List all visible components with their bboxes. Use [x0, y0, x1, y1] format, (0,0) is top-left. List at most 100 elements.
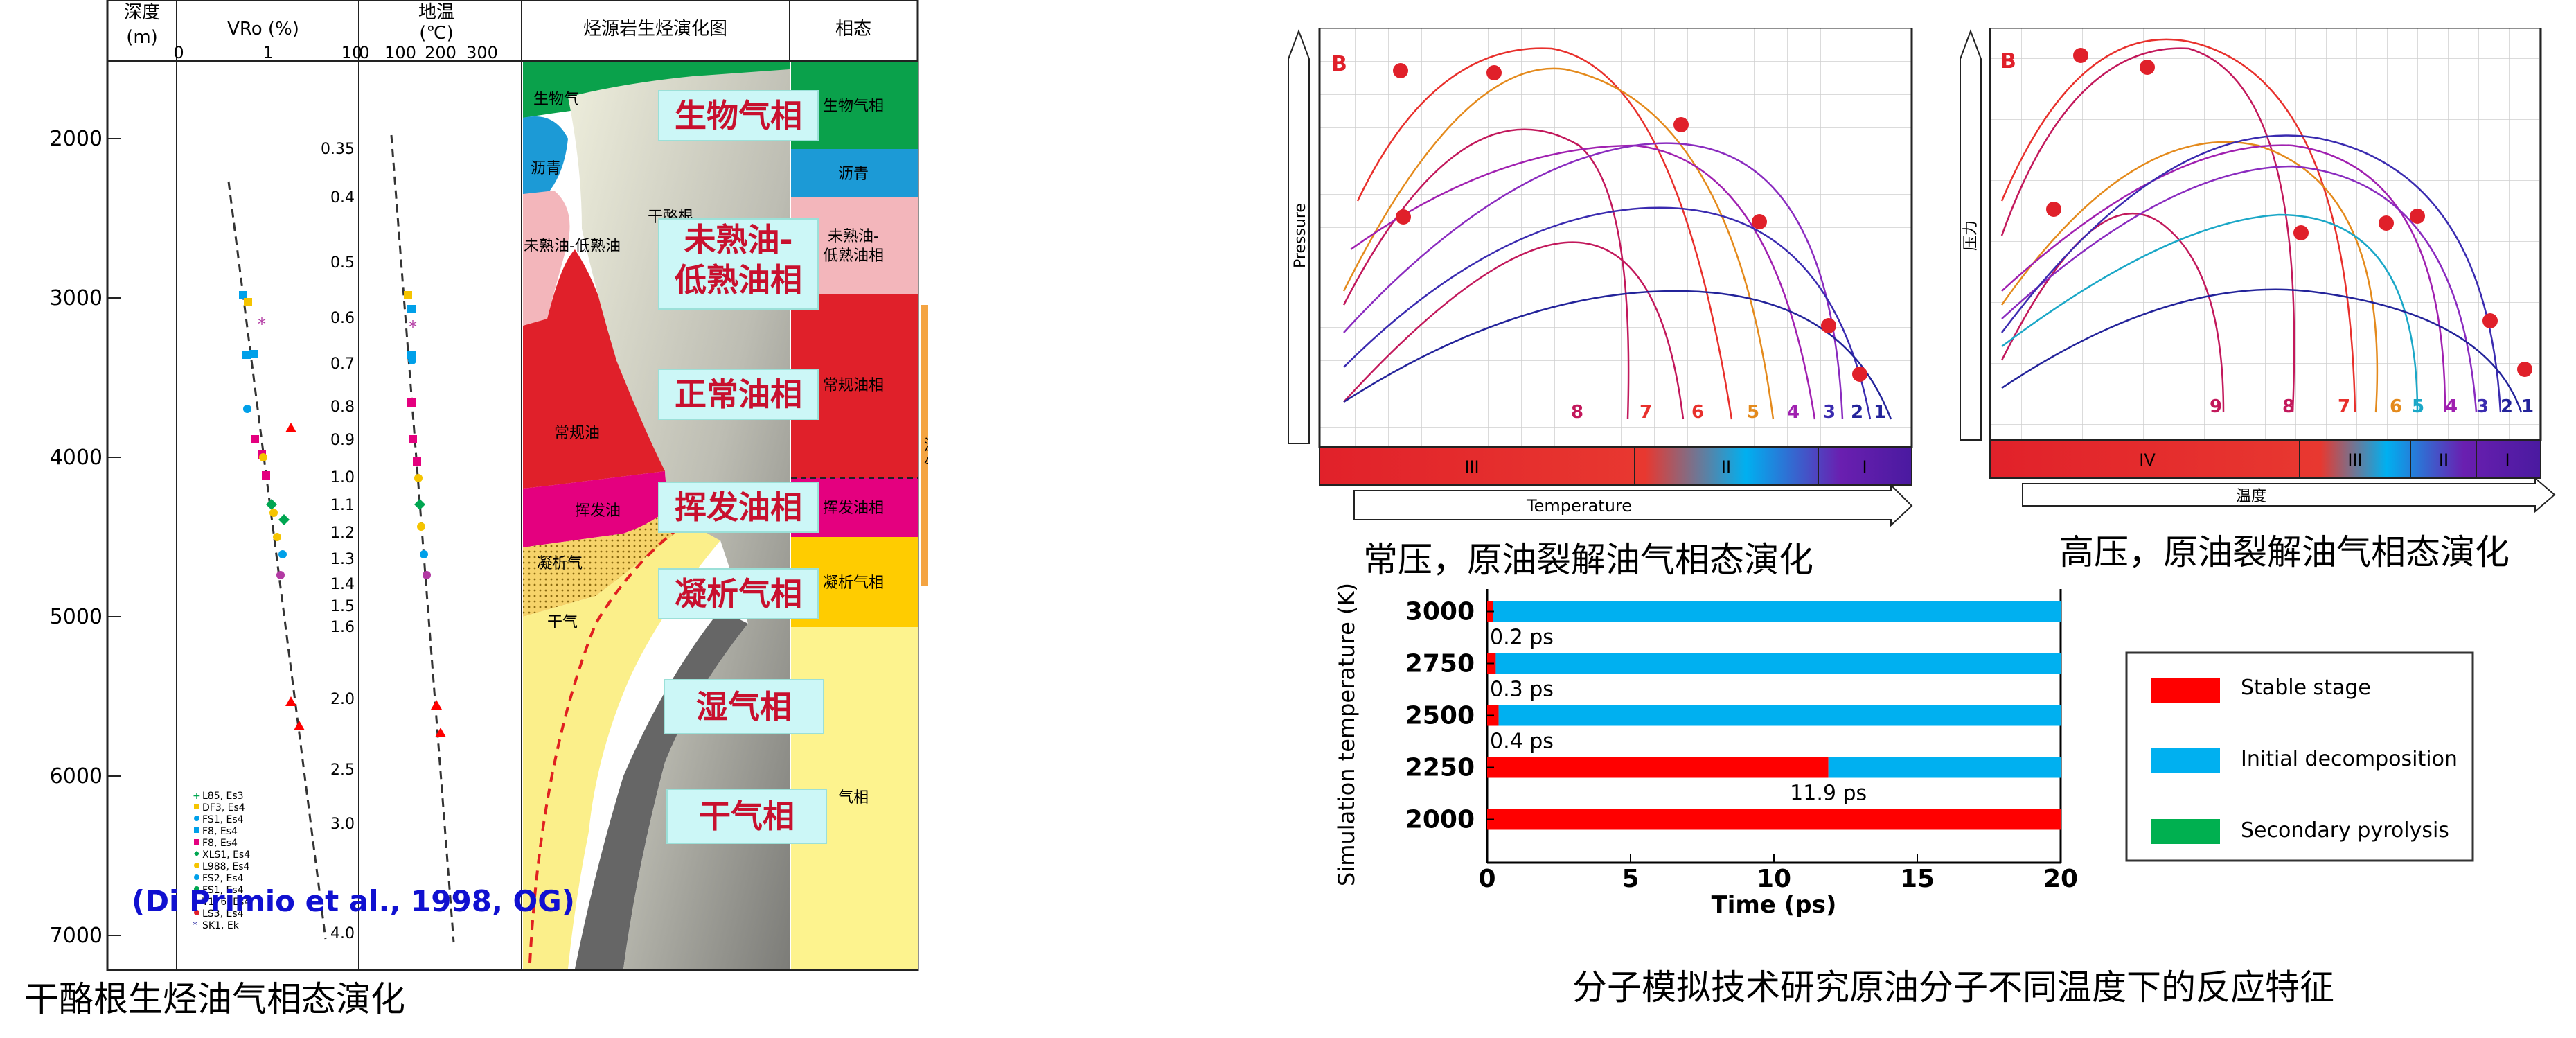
overlay-biogas: 生物气相: [658, 90, 819, 141]
legend-swatch-stable: [2151, 678, 2220, 703]
legend-label-secondary: Secondary pyrolysis: [2241, 818, 2449, 843]
normal-pressure-diagram: Pressure B 8 7 6 5 4 3 2 1 III II I Temp…: [1288, 28, 1913, 527]
svg-text:8: 8: [2282, 396, 2295, 417]
x-tick-label: 20: [2043, 865, 2078, 893]
svg-text:1: 1: [1874, 402, 1886, 423]
svg-text:凝析气: 凝析气: [537, 555, 583, 572]
svg-text:+: +: [193, 791, 201, 802]
chart-bars: [1487, 601, 2061, 830]
svg-text:5: 5: [1747, 402, 1759, 423]
category-label: 2000: [1405, 806, 1475, 834]
category-label: 3000: [1405, 598, 1475, 626]
bar-2500-series-1: [1498, 705, 2061, 726]
overlay-immature-oil: 未熟油- 低熟油相: [658, 218, 819, 310]
svg-text:6: 6: [2390, 396, 2402, 417]
svg-text:L85, Es3: L85, Es3: [202, 791, 244, 802]
normal-phase-band: [1319, 446, 1912, 486]
svg-text:2: 2: [1851, 402, 1863, 423]
normal-ylabel: Pressure: [1292, 203, 1309, 268]
bar-2750-series-1: [1495, 653, 2061, 674]
overlay-dry-gas: 干气相: [666, 789, 827, 844]
svg-text:常规油相: 常规油相: [823, 377, 884, 394]
svg-text:挥发油相: 挥发油相: [823, 500, 884, 517]
header-phase: 相态: [835, 19, 871, 39]
high-pressure-diagram: 压力 B 9 8 7 6 5 4 3 2 1 IV III II I 温度: [1960, 28, 2556, 513]
svg-text:常规油: 常规油: [554, 425, 600, 442]
bar-3000-series-1: [1493, 601, 2061, 622]
svg-text:4: 4: [1787, 402, 1800, 423]
svg-text:2.0: 2.0: [330, 691, 355, 708]
caption-high: 高压，原油裂解油气相态演化: [2059, 532, 2510, 572]
svg-text:FS1, Es4: FS1, Es4: [202, 885, 244, 896]
svg-text:0.35: 0.35: [321, 141, 355, 158]
chart-legend: Stable stage Initial decomposition Secon…: [2125, 651, 2474, 862]
svg-text:XLS1, Es4: XLS1, Es4: [202, 850, 250, 861]
svg-text:未熟油-: 未熟油-: [828, 228, 879, 245]
depth-tick: 5000: [50, 605, 103, 629]
svg-text:SK1, Ek: SK1, Ek: [202, 920, 240, 931]
svg-text:DF3, Es4: DF3, Es4: [202, 802, 245, 813]
category-label: 2500: [1405, 702, 1475, 730]
bar-annotation: 0.3 ps: [1490, 678, 1554, 702]
overlay-normal-oil: 正常油相: [658, 369, 819, 420]
category-label: 2750: [1405, 650, 1475, 678]
header-depth-unit: (m): [126, 27, 158, 48]
svg-text:L988, Es4: L988, Es4: [202, 861, 250, 872]
svg-text:凝析气相: 凝析气相: [823, 574, 884, 592]
depth-tick: 4000: [50, 446, 103, 470]
vro-tick: 1: [263, 43, 273, 62]
high-phase-band: [1989, 439, 2541, 479]
chart-annotations: 0.2 ps 0.3 ps 0.4 ps 11.9 ps: [1490, 626, 1867, 806]
svg-text:7: 7: [1640, 402, 1652, 423]
x-tick-label: 10: [1757, 865, 1791, 893]
header-temp-unit: (℃): [419, 23, 454, 44]
svg-text:FS2, Es4: FS2, Es4: [202, 873, 244, 884]
svg-text:干气: 干气: [547, 614, 578, 631]
svg-text:湿: 湿: [924, 437, 928, 455]
svg-text:0.7: 0.7: [330, 355, 355, 373]
svg-text:未熟油-低熟油: 未熟油-低熟油: [524, 238, 621, 255]
header-temp: 地温: [418, 2, 454, 23]
citation: (Di Primio et al., 1998, OG): [132, 884, 575, 918]
svg-text:FS1, Es4: FS1, Es4: [202, 814, 244, 825]
header-depth: 深度: [124, 2, 160, 23]
svg-text:III: III: [2347, 450, 2362, 470]
depth-axis: 2000 3000 4000 5000 6000 7000: [50, 127, 121, 948]
svg-text:F8, Es4: F8, Es4: [202, 838, 238, 849]
svg-text:气: 气: [924, 457, 928, 474]
well-legend: + L85, Es3 DF3, Es4 FS1, Es4 F8, Es4 F8, …: [193, 791, 250, 931]
svg-text:2: 2: [2501, 396, 2513, 417]
svg-text:*: *: [409, 317, 417, 337]
svg-text:F8, Es4: F8, Es4: [202, 826, 238, 837]
svg-text:1.1: 1.1: [330, 497, 355, 514]
svg-text:生物气相: 生物气相: [823, 98, 884, 115]
bar-annotation: 11.9 ps: [1790, 782, 1867, 806]
chart-xlabel: Time (ps): [1712, 891, 1837, 919]
normal-curve-numbers: 8 7 6 5 4 3 2 1: [1571, 402, 1886, 423]
svg-text:0.8: 0.8: [330, 398, 355, 416]
caption-normal: 常压，原油裂解油气相态演化: [1363, 540, 1813, 580]
svg-text:6: 6: [1691, 402, 1704, 423]
svg-text:2.5: 2.5: [330, 762, 355, 779]
vro-points: *: [239, 291, 305, 730]
normal-letter: B: [1331, 52, 1347, 76]
svg-text:T176, Es4: T176, Es4: [202, 897, 250, 908]
bar-annotation: 0.2 ps: [1490, 626, 1554, 650]
svg-text:II: II: [1721, 457, 1731, 477]
svg-text:1.4: 1.4: [330, 576, 355, 593]
svg-text:1.6: 1.6: [330, 619, 355, 636]
svg-text:8: 8: [1571, 402, 1583, 423]
svg-text:0.9: 0.9: [330, 432, 355, 449]
wet-gas-bracket: 湿 气: [921, 305, 928, 586]
svg-text:生物气: 生物气: [533, 91, 579, 108]
legend-label-stable: Stable stage: [2241, 676, 2371, 700]
svg-text:I: I: [1862, 457, 1867, 477]
svg-text:3: 3: [1823, 402, 1836, 423]
svg-text:1.5: 1.5: [330, 598, 355, 615]
svg-text:*: *: [193, 920, 197, 931]
svg-text:0.5: 0.5: [330, 254, 355, 272]
svg-text:3.0: 3.0: [330, 816, 355, 833]
high-ylabel: 压力: [1962, 220, 1980, 251]
overlay-condensate: 凝析气相: [658, 568, 819, 619]
overlay-volatile-oil: 挥发油相: [658, 482, 819, 533]
